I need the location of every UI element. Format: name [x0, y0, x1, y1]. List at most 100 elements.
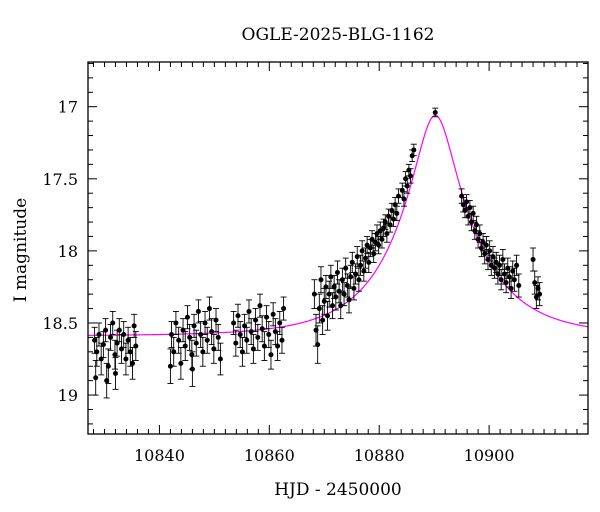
point-marker — [532, 280, 538, 286]
data-point — [321, 287, 328, 315]
point-marker — [248, 329, 254, 335]
data-point — [317, 266, 324, 294]
point-marker — [110, 320, 116, 326]
point-marker — [130, 360, 136, 366]
point-marker — [121, 332, 127, 338]
point-marker — [404, 183, 410, 189]
y-axis-label: I magnitude — [11, 198, 31, 302]
x-axis-label: HJD - 2450000 — [274, 480, 402, 500]
data-point — [531, 270, 538, 295]
data-point — [256, 293, 263, 318]
point-marker — [394, 210, 400, 216]
point-marker — [206, 306, 212, 312]
point-marker — [325, 313, 331, 319]
point-marker — [508, 285, 514, 291]
point-marker — [353, 271, 359, 277]
data-point — [112, 357, 119, 390]
point-marker — [213, 317, 219, 323]
data-point — [102, 318, 109, 343]
data-point — [400, 191, 407, 207]
data-point — [186, 323, 193, 351]
point-marker — [408, 173, 414, 179]
plot-frame — [87, 61, 589, 435]
point-marker — [187, 334, 193, 340]
point-marker — [376, 242, 382, 248]
data-point — [352, 263, 359, 285]
data-point — [189, 351, 196, 387]
data-point — [252, 308, 259, 333]
point-marker — [202, 320, 208, 326]
point-marker — [270, 311, 276, 317]
point-marker — [100, 342, 106, 348]
data-point — [132, 331, 139, 361]
point-marker — [279, 337, 285, 343]
point-marker — [356, 277, 362, 283]
data-point — [316, 293, 323, 324]
data-point — [122, 342, 129, 376]
point-marker — [255, 334, 261, 340]
data-point — [395, 188, 402, 204]
point-marker — [411, 147, 417, 153]
point-marker — [231, 320, 237, 326]
point-marker — [112, 370, 118, 376]
point-marker — [127, 349, 133, 355]
data-point — [92, 360, 99, 396]
y-tick-label: 17.5 — [42, 170, 78, 189]
data-point — [458, 188, 465, 204]
data-point — [357, 254, 364, 276]
point-marker — [346, 297, 352, 303]
data-point — [248, 318, 255, 346]
data-point — [337, 292, 344, 320]
data-point — [204, 326, 211, 354]
point-marker — [123, 356, 129, 362]
data-point — [334, 260, 341, 285]
data-point — [177, 347, 184, 380]
data-point — [342, 257, 349, 279]
point-marker — [374, 231, 380, 237]
data-point — [515, 273, 522, 298]
data-point — [410, 143, 417, 157]
point-marker — [169, 332, 175, 338]
data-point — [170, 336, 177, 367]
data-point — [359, 240, 366, 262]
point-marker — [470, 210, 476, 216]
data-point — [536, 282, 543, 307]
point-marker — [330, 303, 336, 309]
data-point — [167, 348, 174, 384]
point-marker — [195, 308, 201, 314]
point-marker — [473, 222, 479, 228]
point-marker — [369, 236, 375, 242]
data-point — [243, 326, 250, 354]
point-marker — [268, 352, 274, 358]
axis-ticks: 10840 10860 10880 10900 17 17.5 18 18.5 19 — [42, 62, 589, 465]
point-marker — [246, 308, 252, 314]
point-marker — [178, 360, 184, 366]
point-marker — [379, 236, 385, 242]
point-marker — [323, 284, 329, 290]
point-marker — [351, 285, 357, 291]
data-point — [215, 323, 222, 351]
data-point — [332, 283, 339, 311]
data-point — [250, 334, 257, 364]
point-marker — [92, 337, 98, 343]
data-point — [267, 339, 274, 370]
data-point — [208, 318, 215, 346]
data-point — [103, 362, 110, 399]
point-marker — [320, 317, 326, 323]
point-marker — [217, 356, 223, 362]
point-marker — [198, 332, 204, 338]
point-marker — [277, 320, 283, 326]
data-point — [263, 305, 270, 330]
data-point — [261, 331, 268, 361]
point-marker — [281, 306, 287, 312]
y-tick-label: 18.5 — [42, 314, 78, 333]
point-marker — [316, 306, 322, 312]
point-marker — [171, 349, 177, 355]
point-marker — [108, 334, 114, 340]
data-point — [129, 347, 136, 380]
data-point — [95, 322, 102, 347]
data-point — [347, 264, 354, 289]
data-point — [254, 323, 261, 351]
point-marker — [94, 349, 100, 355]
